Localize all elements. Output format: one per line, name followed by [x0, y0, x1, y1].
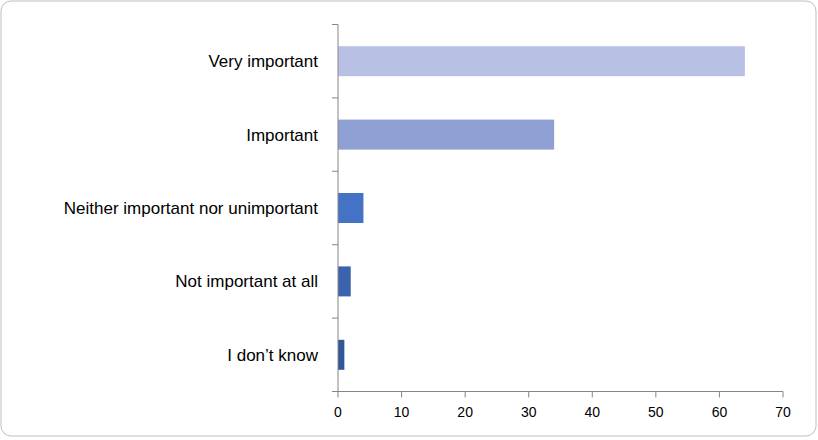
category-separator-tick	[332, 391, 338, 392]
x-tick-label: 20	[457, 404, 473, 420]
bar	[338, 46, 745, 76]
chart-container: Very important Important Neither important…	[0, 0, 818, 440]
category-label: I don’t know	[227, 346, 318, 365]
bar	[338, 340, 344, 370]
x-tick-label: 70	[775, 404, 791, 420]
bar	[338, 266, 351, 296]
bar	[338, 120, 554, 150]
category-label: Not important at all	[175, 272, 318, 291]
category-separator-tick	[332, 318, 338, 319]
category-separator-tick	[332, 171, 338, 172]
chart: Very important Important Neither important…	[0, 0, 818, 440]
category-separator-tick	[332, 244, 338, 245]
x-tick-label: 40	[584, 404, 600, 420]
x-tick	[719, 392, 720, 398]
x-axis-line	[338, 391, 783, 392]
chart-frame	[1, 1, 816, 436]
x-tick	[465, 392, 466, 398]
x-tick	[783, 392, 784, 398]
bar	[338, 193, 363, 223]
x-tick-label: 30	[521, 404, 537, 420]
x-tick	[655, 392, 656, 398]
x-tick	[592, 392, 593, 398]
category-separator-tick	[332, 24, 338, 25]
y-axis-line	[338, 25, 339, 392]
x-tick	[338, 392, 339, 398]
x-tick	[401, 392, 402, 398]
x-tick	[528, 392, 529, 398]
bars	[338, 46, 745, 370]
x-tick-label: 50	[648, 404, 664, 420]
x-tick-label: 60	[712, 404, 728, 420]
x-tick-label: 10	[394, 404, 410, 420]
category-label: Neither important nor unimportant	[64, 199, 318, 218]
category-label: Important	[246, 126, 318, 145]
x-tick-label: 0	[334, 404, 342, 420]
category-label: Very important	[208, 52, 318, 71]
category-separator-tick	[332, 97, 338, 98]
